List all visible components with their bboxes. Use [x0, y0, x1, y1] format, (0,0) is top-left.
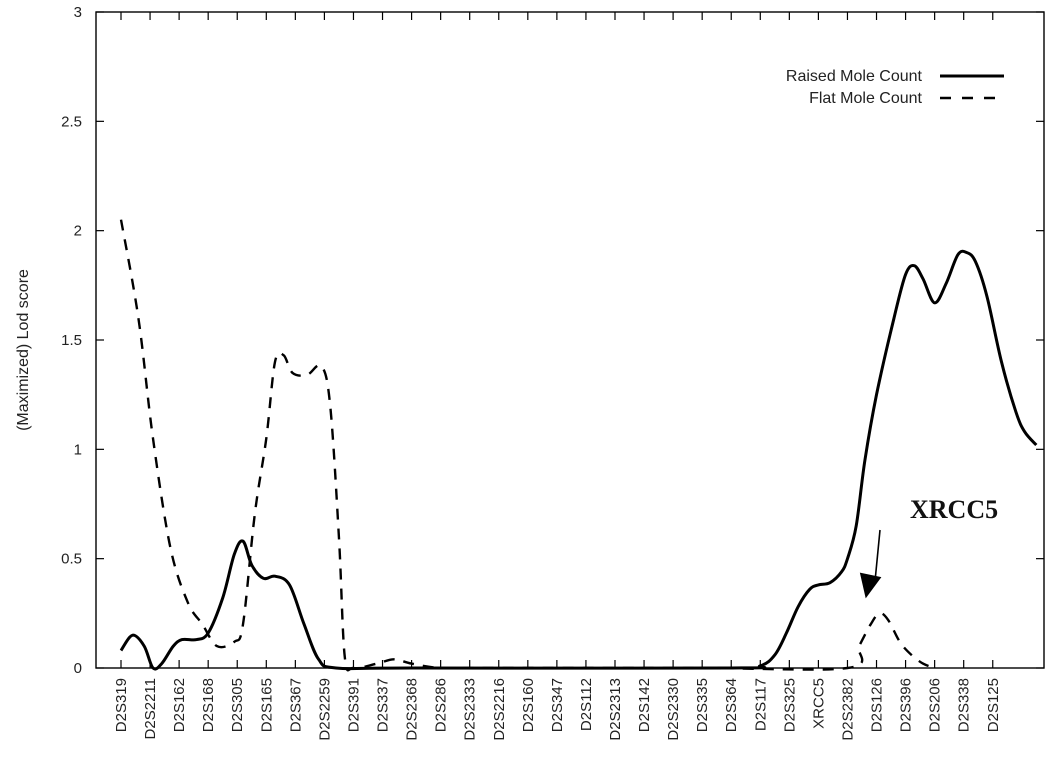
x-tick-label: D2S2313 — [607, 678, 624, 741]
series-line-raised-mole-count — [119, 249, 1038, 671]
x-tick-label: D2S391 — [345, 678, 362, 732]
x-tick-label: D2S319 — [113, 678, 130, 732]
x-tick-label: XRCC5 — [810, 678, 827, 729]
x-tick-label: D2S338 — [956, 678, 973, 732]
annotation-arrow-shaft — [873, 529, 881, 585]
x-tick-label: D2S112 — [578, 678, 595, 731]
x-axis-ticks: D2S319 D2S2211 D2S162 D2S168 D2S305 D2S165 D2S… — [113, 12, 1002, 741]
x-tick-label: D2S2382 — [839, 678, 856, 741]
y-tick-label: 1 — [74, 441, 82, 458]
x-tick-label: D2S2259 — [316, 678, 333, 741]
x-tick-label: D2S206 — [927, 678, 944, 732]
x-tick-label: D2S125 — [985, 678, 1002, 732]
y-tick-label: 0 — [74, 660, 82, 677]
x-tick-label: D2S347 — [549, 678, 566, 732]
x-tick-label: D2S364 — [723, 678, 740, 732]
x-tick-label: D2S2333 — [462, 678, 479, 741]
legend-label-flat-mole-count: Flat Mole Count — [809, 90, 922, 107]
x-tick-label: D2S2216 — [491, 678, 508, 741]
x-tick-label: D2S168 — [200, 678, 217, 732]
x-tick-label: D2S286 — [433, 678, 450, 732]
y-tick-label: 3 — [74, 4, 82, 21]
y-tick-label: 2 — [74, 223, 82, 240]
x-tick-label: D2S396 — [898, 678, 915, 732]
x-tick-label: D2S160 — [520, 678, 537, 732]
y-tick-label: 1.5 — [61, 332, 82, 349]
x-tick-label: D2S142 — [636, 678, 653, 732]
x-tick-label: D2S367 — [287, 678, 304, 732]
plot-border — [95, 11, 1045, 669]
plot-frame — [95, 11, 1045, 669]
y-axis-title: (Maximized) Lod score — [15, 269, 32, 431]
x-tick-label: D2S2211 — [142, 678, 159, 739]
y-tick-label: 0.5 — [61, 551, 82, 568]
x-tick-label: D2S337 — [375, 678, 392, 732]
series-line-flat-mole-count — [119, 219, 936, 672]
x-tick-label: D2S165 — [258, 678, 275, 732]
x-tick-label: D2S126 — [869, 678, 886, 732]
x-tick-label: D2S162 — [171, 678, 188, 732]
annotation-label: XRCC5 — [910, 495, 998, 524]
x-tick-label: D2S335 — [694, 678, 711, 732]
x-tick-label: D2S305 — [229, 678, 246, 732]
annotation-arrow-head — [859, 572, 882, 599]
x-tick-label: D2S2368 — [404, 678, 421, 741]
series-lines — [119, 219, 1038, 672]
annotation-xrcc5: XRCC5 — [859, 495, 998, 599]
x-tick-label: D2S117 — [752, 678, 769, 731]
x-tick-label: D2S325 — [781, 678, 798, 732]
legend-label-raised-mole-count: Raised Mole Count — [786, 68, 923, 85]
y-axis-ticks: 0 0.5 1 1.5 2 2.5 3 — [61, 4, 1044, 677]
legend: Raised Mole Count Flat Mole Count — [786, 68, 1004, 107]
x-tick-label: D2S2330 — [665, 678, 682, 741]
y-tick-label: 2.5 — [61, 113, 82, 130]
